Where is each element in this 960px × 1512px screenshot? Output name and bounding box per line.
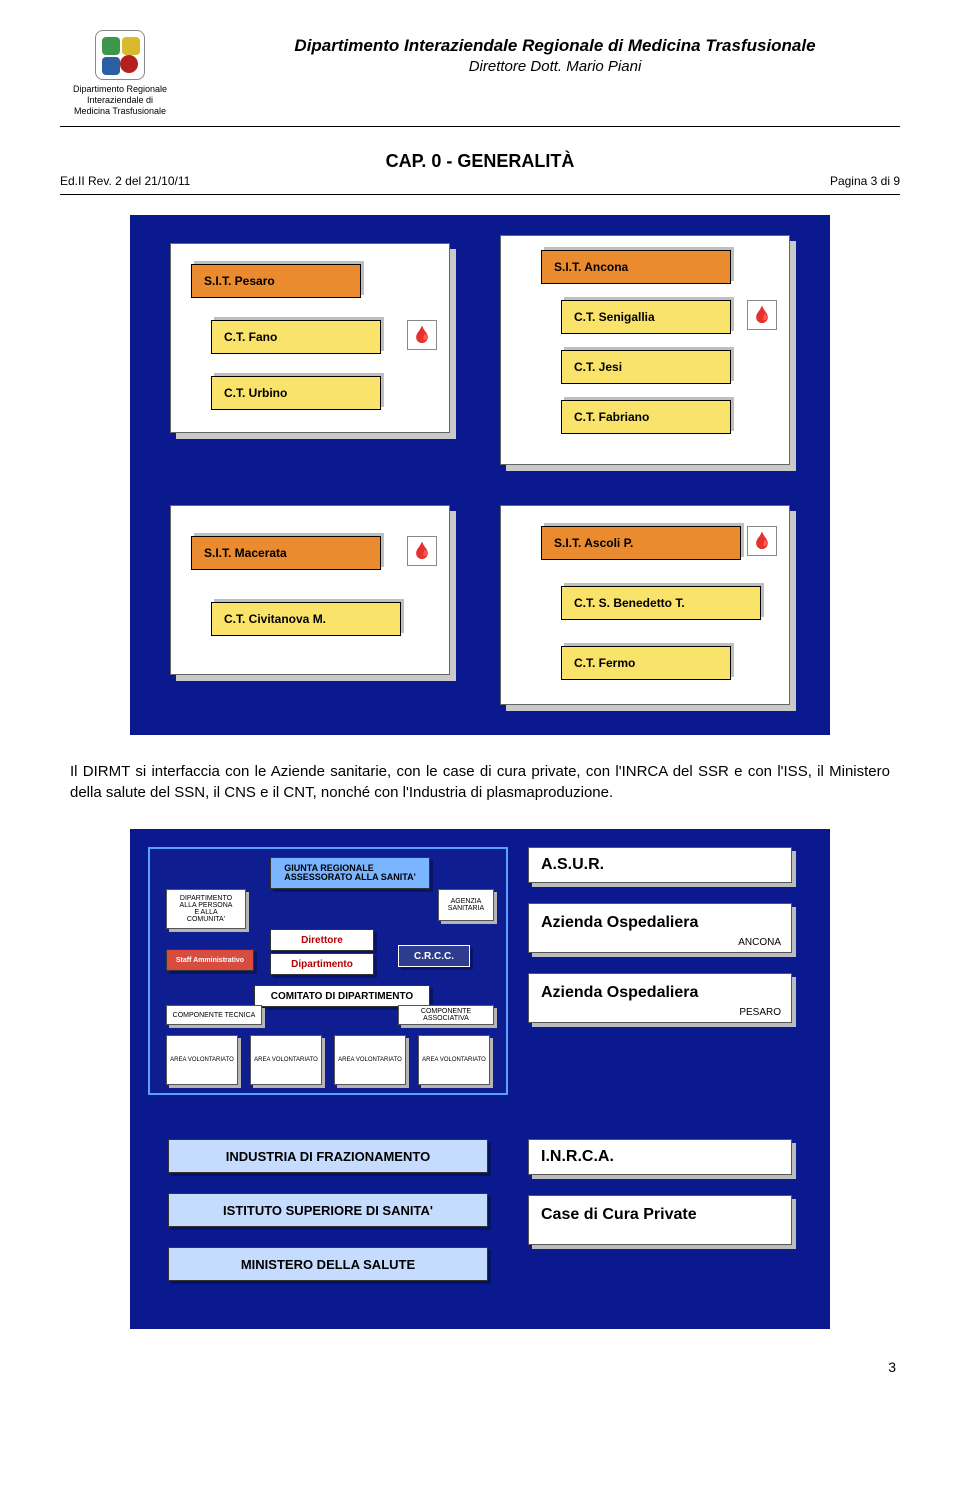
blood-drop-icon: 🩸 <box>747 300 777 330</box>
box-ministero: MINISTERO DELLA SALUTE <box>168 1247 488 1281</box>
box-area-0: AREA VOLONTARIATO <box>166 1035 238 1085</box>
title-block: Dipartimento Interaziendale Regionale di… <box>210 30 900 75</box>
panel-pesaro: S.I.T. Pesaro C.T. Fano C.T. Urbino 🩸 <box>170 243 450 433</box>
ct-civitanova: C.T. Civitanova M. <box>211 602 401 636</box>
box-case-cura: Case di Cura Private <box>528 1195 792 1245</box>
box-dipartimento: Dipartimento <box>270 953 374 975</box>
page-marker: Pagina 3 di 9 <box>830 174 900 188</box>
ct-urbino: C.T. Urbino <box>211 376 381 410</box>
label: Case di Cura Private <box>541 1206 779 1224</box>
blood-drop-icon: 🩸 <box>407 320 437 350</box>
box-dip-persona: DIPARTIMENTO ALLA PERSONA E ALLA COMUNIT… <box>166 889 246 929</box>
ct-fabriano: C.T. Fabriano <box>561 400 731 434</box>
document-header: Dipartimento Regionale Interaziendale di… <box>60 30 900 116</box>
chapter-title-text: CAP. 0 - GENERALITÀ <box>386 151 575 171</box>
box-tecnica: COMPONENTE TECNICA <box>166 1005 262 1025</box>
box-area-2: AREA VOLONTARIATO <box>334 1035 406 1085</box>
page-number: 3 <box>60 1359 900 1375</box>
blood-drop-icon: 🩸 <box>747 526 777 556</box>
box-ao-ancona: Azienda Ospedaliera ANCONA <box>528 903 792 953</box>
ct-fano: C.T. Fano <box>211 320 381 354</box>
divider <box>60 126 900 127</box>
label: Azienda Ospedaliera <box>541 984 779 1002</box>
revision-line: Ed.II Rev. 2 del 21/10/11 Pagina 3 di 9 <box>60 174 900 188</box>
body-paragraph: Il DIRMT si interfaccia con le Aziende s… <box>70 761 890 803</box>
document-subtitle: Direttore Dott. Mario Piani <box>210 58 900 75</box>
chapter-title: CAP. 0 - GENERALITÀ <box>60 151 900 172</box>
box-agenzia: AGENZIA SANITARIA <box>438 889 494 921</box>
divider <box>60 194 900 195</box>
ct-senigallia: C.T. Senigallia <box>561 300 731 334</box>
diagram-org: GIUNTA REGIONALE ASSESSORATO ALLA SANITA… <box>130 829 830 1329</box>
panel-ascoli: S.I.T. Ascoli P. C.T. S. Benedetto T. C.… <box>500 505 790 705</box>
label: A.S.U.R. <box>541 856 779 874</box>
panel-macerata: S.I.T. Macerata C.T. Civitanova M. 🩸 <box>170 505 450 675</box>
panel-ancona: S.I.T. Ancona C.T. Senigallia C.T. Jesi … <box>500 235 790 465</box>
box-crcc: C.R.C.C. <box>398 945 470 967</box>
sublabel: PESARO <box>739 1007 781 1018</box>
sit-ancona: S.I.T. Ancona <box>541 250 731 284</box>
diagram-sit-ct: S.I.T. Pesaro C.T. Fano C.T. Urbino 🩸 S.… <box>130 215 830 735</box>
sit-macerata: S.I.T. Macerata <box>191 536 381 570</box>
sublabel: ANCONA <box>738 937 781 948</box>
label: Azienda Ospedaliera <box>541 914 779 932</box>
box-direttore: Direttore <box>270 929 374 951</box>
sit-pesaro: S.I.T. Pesaro <box>191 264 361 298</box>
box-giunta: GIUNTA REGIONALE ASSESSORATO ALLA SANITA… <box>270 857 430 889</box>
box-iss: ISTITUTO SUPERIORE DI SANITA' <box>168 1193 488 1227</box>
label: I.N.R.C.A. <box>541 1148 779 1166</box>
revision-text: Ed.II Rev. 2 del 21/10/11 <box>60 174 190 188</box>
ct-fermo: C.T. Fermo <box>561 646 731 680</box>
chapter-row: CAP. 0 - GENERALITÀ Ed.II Rev. 2 del 21/… <box>60 151 900 188</box>
blood-drop-icon: 🩸 <box>407 536 437 566</box>
box-industria: INDUSTRIA DI FRAZIONAMENTO <box>168 1139 488 1173</box>
ct-jesi: C.T. Jesi <box>561 350 731 384</box>
box-asur: A.S.U.R. <box>528 847 792 883</box>
ct-sbenedetto: C.T. S. Benedetto T. <box>561 586 761 620</box>
org-left-upper: GIUNTA REGIONALE ASSESSORATO ALLA SANITA… <box>148 847 508 1095</box>
box-staff: Staff Amministrativo <box>166 949 254 971</box>
sit-ascoli: S.I.T. Ascoli P. <box>541 526 741 560</box>
document-title: Dipartimento Interaziendale Regionale di… <box>210 36 900 56</box>
box-area-1: AREA VOLONTARIATO <box>250 1035 322 1085</box>
box-ao-pesaro: Azienda Ospedaliera PESARO <box>528 973 792 1023</box>
org-right-upper: A.S.U.R. Azienda Ospedaliera ANCONA Azie… <box>528 847 812 1043</box>
box-inrca: I.N.R.C.A. <box>528 1139 792 1175</box>
box-area-3: AREA VOLONTARIATO <box>418 1035 490 1085</box>
logo-caption: Dipartimento Regionale Interaziendale di… <box>60 84 180 116</box>
org-right-lower: I.N.R.C.A. Case di Cura Private <box>528 1139 812 1265</box>
department-logo-icon <box>95 30 145 80</box>
org-left-lower: INDUSTRIA DI FRAZIONAMENTO ISTITUTO SUPE… <box>148 1119 508 1299</box>
box-assoc: COMPONENTE ASSOCIATIVA <box>398 1005 494 1025</box>
box-comitato: COMITATO DI DIPARTIMENTO <box>254 985 430 1007</box>
logo-block: Dipartimento Regionale Interaziendale di… <box>60 30 180 116</box>
